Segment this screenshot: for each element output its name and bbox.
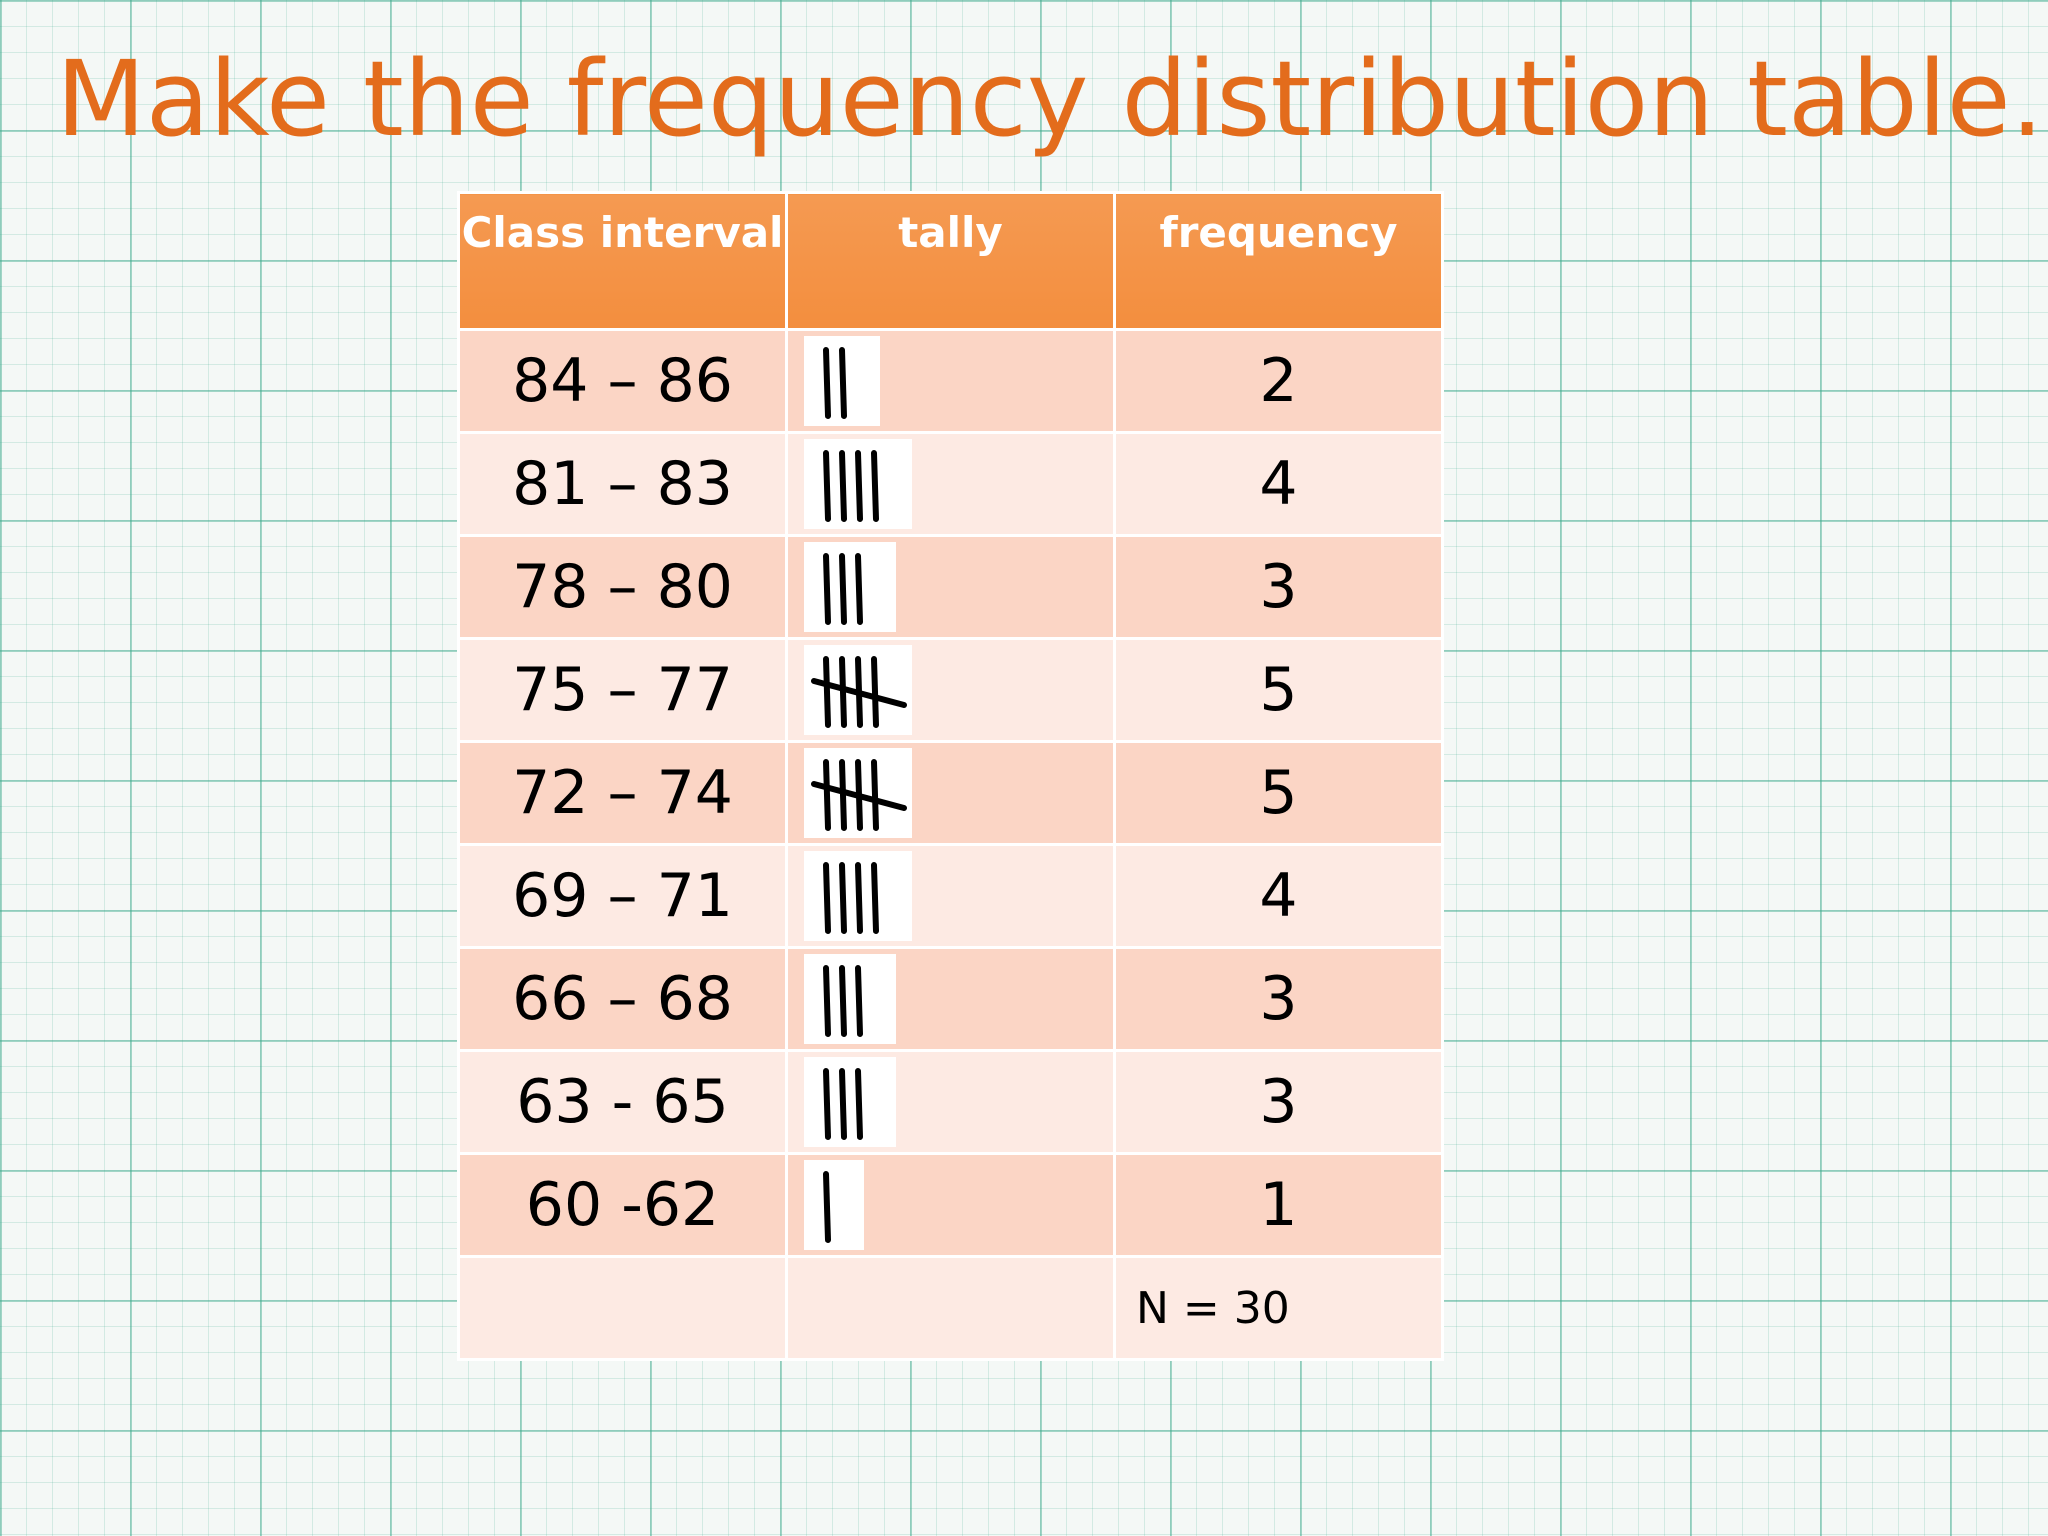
tally-stroke	[823, 759, 831, 831]
tally	[785, 1152, 1116, 1258]
header-row: Class interval tally frequency	[457, 191, 1444, 331]
tally-stroke	[839, 656, 847, 728]
frequency: 4	[1113, 843, 1444, 949]
tally-marks	[804, 336, 880, 426]
table-row: 69 – 71 4	[457, 843, 1444, 949]
frequency: 3	[1113, 946, 1444, 1052]
tally-stroke	[871, 759, 879, 831]
tally-marks	[804, 748, 912, 838]
tally-stroke	[855, 450, 863, 522]
tally-stroke	[839, 1068, 847, 1140]
tally-stroke	[871, 656, 879, 728]
tally-stroke	[823, 553, 831, 625]
tally-stroke	[839, 450, 847, 522]
frequency: 4	[1113, 431, 1444, 537]
tally-marks	[804, 1160, 864, 1250]
table-row: 60 -62 1	[457, 1152, 1444, 1258]
tally-stroke	[823, 862, 831, 934]
header-cell: tally	[785, 191, 1116, 331]
tally-marks	[804, 542, 896, 632]
tally-stroke	[811, 678, 907, 708]
tally-stroke	[839, 553, 847, 625]
tally-stroke	[855, 553, 863, 625]
tally-stroke	[823, 1068, 831, 1140]
class-interval: 84 – 86	[457, 328, 788, 434]
tally-stroke	[823, 450, 831, 522]
slide-title: Make the frequency distribution table.	[56, 38, 2044, 160]
tally-stroke	[871, 862, 879, 934]
tally	[785, 637, 1116, 743]
table-row: 84 – 86 2	[457, 328, 1444, 434]
tally-stroke	[823, 1171, 831, 1243]
empty-cell	[457, 1255, 788, 1361]
tally-stroke	[839, 759, 847, 831]
tally	[785, 534, 1116, 640]
tally-marks	[804, 954, 896, 1044]
class-interval: 78 – 80	[457, 534, 788, 640]
tally-stroke	[839, 347, 847, 419]
class-interval: 66 – 68	[457, 946, 788, 1052]
table-row: 72 – 74 5	[457, 740, 1444, 846]
class-interval: 72 – 74	[457, 740, 788, 846]
header-cell: frequency	[1113, 191, 1444, 331]
tally-stroke	[871, 450, 879, 522]
footer-row: N = 30	[457, 1255, 1444, 1361]
frequency: 3	[1113, 534, 1444, 640]
empty-cell	[785, 1255, 1116, 1361]
tally-bg	[804, 542, 896, 632]
tally-marks	[804, 851, 912, 941]
tally	[785, 740, 1116, 846]
class-interval: 60 -62	[457, 1152, 788, 1258]
table-row: 81 – 83 4	[457, 431, 1444, 537]
tally-stroke	[855, 862, 863, 934]
frequency: 2	[1113, 328, 1444, 434]
tally-marks	[804, 439, 912, 529]
tally-stroke	[855, 1068, 863, 1140]
tally	[785, 946, 1116, 1052]
class-interval: 63 - 65	[457, 1049, 788, 1155]
tally-marks	[804, 645, 912, 735]
table-row: 78 – 80 3	[457, 534, 1444, 640]
tally-stroke	[823, 656, 831, 728]
table-row: 66 – 68 3	[457, 946, 1444, 1052]
table-row: 75 – 77 5	[457, 637, 1444, 743]
frequency: 5	[1113, 740, 1444, 846]
class-interval: 69 – 71	[457, 843, 788, 949]
class-interval: 75 – 77	[457, 637, 788, 743]
tally	[785, 843, 1116, 949]
tally	[785, 431, 1116, 537]
total: N = 30	[1113, 1255, 1444, 1361]
tally	[785, 328, 1116, 434]
class-interval: 81 – 83	[457, 431, 788, 537]
table-row: 63 - 65 3	[457, 1049, 1444, 1155]
frequency-table: Class interval tally frequency 84 – 86 2 8…	[457, 191, 1444, 1361]
tally-stroke	[823, 347, 831, 419]
tally-marks	[804, 1057, 896, 1147]
tally-bg	[804, 1057, 896, 1147]
tally-stroke	[823, 965, 831, 1037]
tally-bg	[804, 1160, 864, 1250]
frequency: 3	[1113, 1049, 1444, 1155]
tally-stroke	[855, 965, 863, 1037]
tally-stroke	[839, 862, 847, 934]
frequency: 5	[1113, 637, 1444, 743]
tally-stroke	[839, 965, 847, 1037]
tally	[785, 1049, 1116, 1155]
tally-stroke	[811, 781, 907, 811]
tally-bg	[804, 954, 896, 1044]
header-cell: Class interval	[457, 191, 788, 331]
table-body: 84 – 86 2 81 – 83 4 78 – 80 3 75 – 77 5 72 – 74 5…	[457, 328, 1444, 1361]
frequency: 1	[1113, 1152, 1444, 1258]
